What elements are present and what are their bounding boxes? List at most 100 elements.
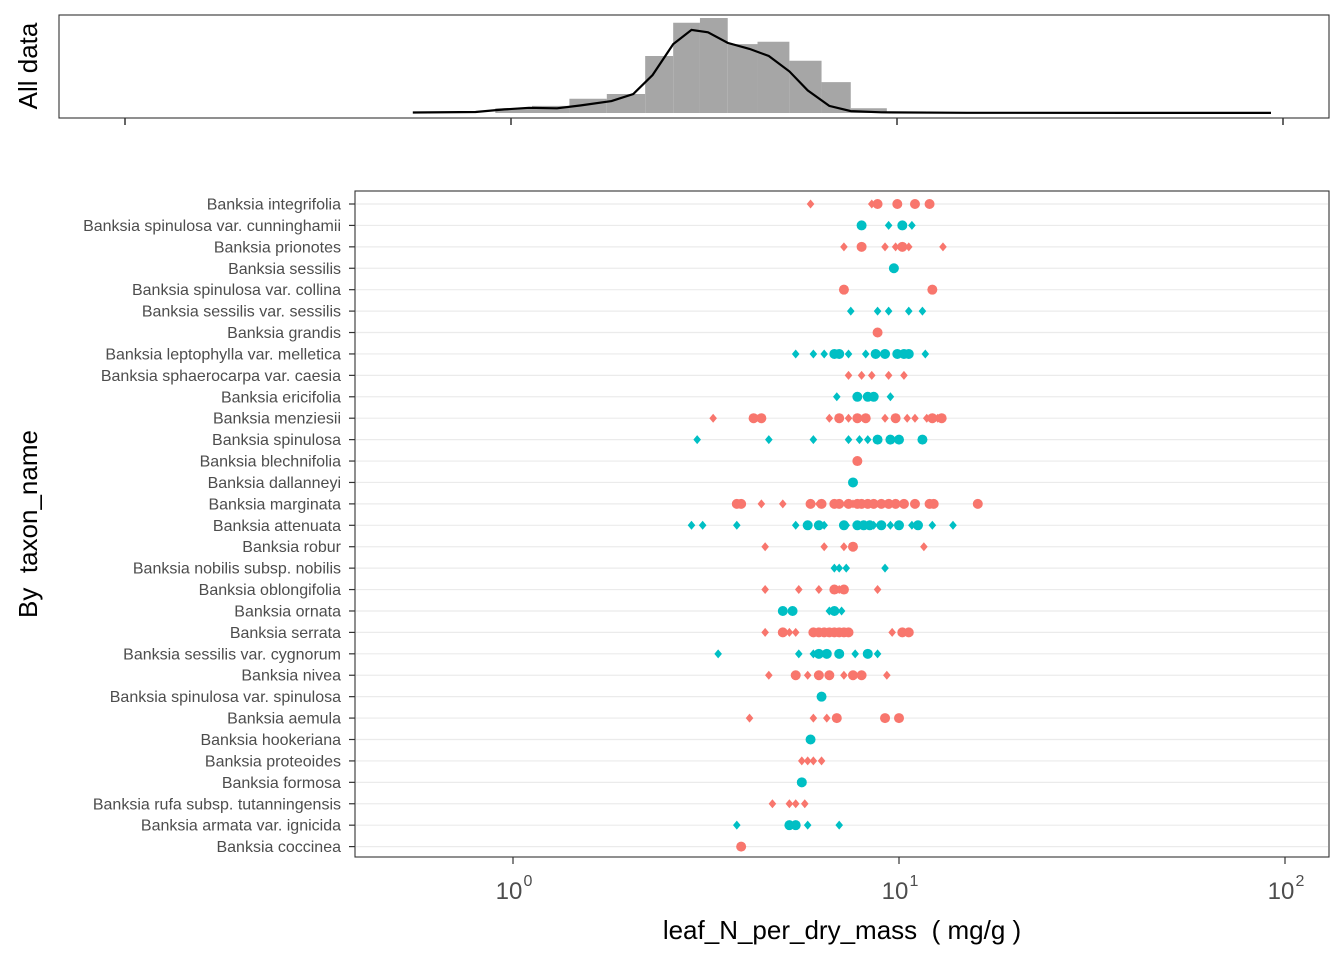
data-point-diamond	[832, 392, 841, 402]
data-point-diamond	[844, 349, 853, 359]
taxon-label: Banksia leptophylla var. melletica	[105, 346, 341, 363]
data-point-diamond	[881, 242, 889, 252]
data-point-circle	[816, 691, 827, 702]
data-point-diamond	[886, 392, 895, 402]
data-point-circle	[909, 498, 920, 509]
data-point-circle	[870, 348, 881, 359]
data-point-diamond	[791, 349, 800, 359]
taxon-label: Banksia dallanneyi	[208, 475, 341, 492]
data-point-diamond	[714, 649, 722, 659]
x-tick-label-exponent: 0	[524, 873, 533, 890]
data-point-diamond	[949, 520, 957, 530]
taxon-label: Banksia rufa subsp. tutanningensis	[93, 796, 341, 813]
data-point-circle	[843, 498, 854, 509]
data-point-circle	[903, 348, 914, 359]
y-axis: Banksia integrifolia Banksia spinulosa va…	[83, 197, 355, 856]
data-point-circle	[892, 199, 903, 209]
data-point-circle	[894, 434, 904, 445]
data-point-circle	[852, 391, 863, 402]
data-point-circle	[860, 413, 871, 424]
taxon-label: Banksia ornata	[234, 603, 341, 620]
data-point-diamond	[867, 370, 876, 380]
data-point-diamond	[806, 199, 815, 209]
data-point-circle	[872, 327, 883, 338]
data-point-circle	[805, 734, 816, 745]
data-point-diamond	[844, 413, 853, 423]
data-point-diamond	[920, 542, 928, 552]
data-point-diamond	[820, 349, 828, 359]
taxon-label: Banksia grandis	[227, 325, 341, 342]
data-point-diamond	[911, 413, 919, 423]
data-point-diamond	[900, 370, 908, 380]
histogram-bar	[850, 108, 887, 113]
x-tick-label-exponent: 2	[1296, 873, 1305, 890]
data-point-diamond	[939, 242, 947, 252]
data-point-circle	[894, 520, 904, 531]
data-point-circle	[838, 284, 849, 295]
taxon-label: Banksia proteoides	[205, 753, 341, 770]
data-point-diamond	[820, 542, 828, 552]
data-point-circle	[856, 670, 867, 681]
data-point-circle	[813, 520, 824, 531]
histogram-bars	[495, 18, 887, 113]
scatter-points	[687, 199, 983, 852]
data-point-circle	[909, 199, 920, 209]
data-point-circle	[831, 713, 842, 724]
data-point-diamond	[798, 756, 806, 766]
histogram-bar	[673, 22, 700, 113]
data-point-diamond	[855, 435, 864, 445]
data-point-circle	[864, 520, 875, 531]
data-point-circle	[897, 220, 908, 231]
data-point-diamond	[928, 520, 937, 530]
taxon-label: Banksia sessilis var. cygnorum	[123, 646, 341, 663]
taxon-label: Banksia spinulosa	[212, 432, 341, 449]
data-point-diamond	[857, 370, 866, 380]
data-point-diamond	[891, 242, 900, 252]
x-tick-label-base: 10	[882, 878, 909, 905]
data-point-diamond	[800, 799, 809, 809]
data-point-diamond	[835, 563, 844, 573]
data-point-circle	[972, 498, 983, 509]
data-point-circle	[838, 584, 849, 595]
data-point-circle	[917, 434, 928, 445]
scatter-panel-border	[354, 190, 1330, 858]
data-point-diamond	[732, 520, 741, 530]
data-point-diamond	[921, 349, 930, 359]
data-point-diamond	[883, 670, 891, 680]
data-point-diamond	[825, 413, 834, 423]
data-point-diamond	[761, 627, 769, 637]
by-taxon-scatter-panel: Banksia integrifolia Banksia spinulosa va…	[13, 190, 1330, 945]
data-point-diamond	[803, 670, 812, 680]
data-point-circle	[790, 670, 801, 681]
data-point-circle	[898, 498, 909, 509]
data-point-circle	[912, 520, 923, 531]
histogram-bar	[531, 105, 570, 113]
data-point-circle	[936, 413, 947, 424]
data-point-circle	[813, 670, 824, 681]
data-point-diamond	[884, 220, 893, 230]
data-point-diamond	[785, 627, 794, 637]
data-point-diamond	[908, 220, 916, 230]
data-point-diamond	[837, 606, 846, 616]
data-point-diamond	[785, 799, 794, 809]
histogram-bar	[727, 44, 758, 113]
data-point-diamond	[709, 413, 717, 423]
data-point-circle	[790, 820, 801, 831]
x-axis-title: leaf_N_per_dry_mass ( mg/g )	[663, 915, 1021, 945]
data-point-circle	[777, 605, 788, 616]
data-point-diamond	[904, 306, 913, 316]
taxon-label: Banksia nobilis subsp. nobilis	[133, 561, 341, 578]
histogram-bar	[495, 108, 532, 113]
data-point-circle	[894, 713, 904, 724]
data-point-circle	[868, 391, 879, 402]
data-point-circle	[876, 498, 887, 509]
data-point-circle	[852, 413, 863, 424]
data-point-circle	[880, 348, 891, 359]
data-point-diamond	[765, 435, 773, 445]
data-point-circle	[796, 777, 807, 788]
data-point-circle	[829, 584, 840, 595]
data-point-circle	[821, 648, 832, 659]
data-point-diamond	[861, 349, 870, 359]
taxon-label: Banksia coccinea	[216, 839, 341, 856]
x-tick-label-base: 10	[1268, 878, 1295, 905]
